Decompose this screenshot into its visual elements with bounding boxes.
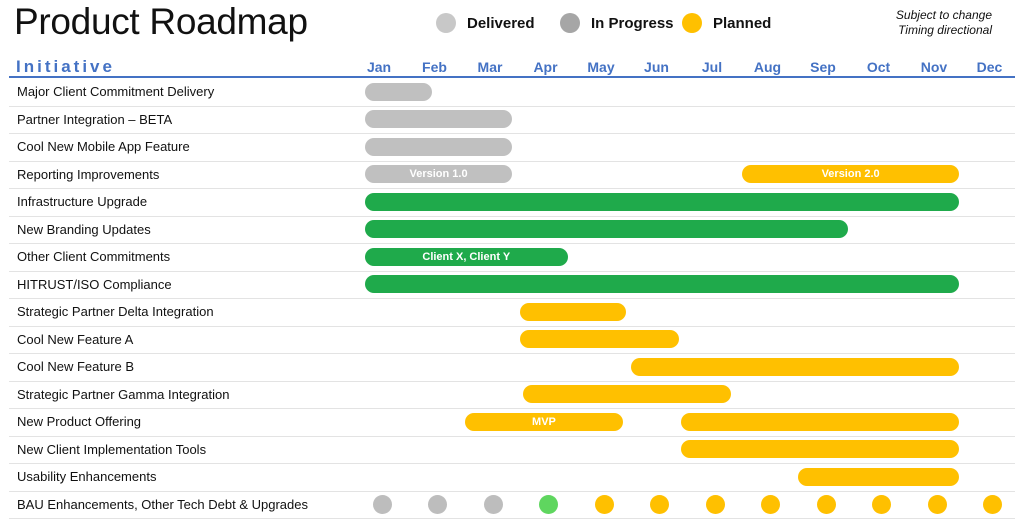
initiative-label: Reporting Improvements [17,166,160,182]
legend-item-in-progress: In Progress [560,11,674,35]
legend-dot-planned [682,13,702,33]
row-divider [9,271,1015,272]
initiative-label: Cool New Mobile App Feature [17,139,190,154]
row-divider [9,408,1015,409]
month-jun: Jun [644,59,669,75]
row-divider [9,326,1015,327]
month-mar: Mar [477,59,503,75]
timeline-bar-planned[interactable] [523,385,732,403]
bau-dot-oct[interactable] [872,494,891,514]
timeline-bar-active[interactable] [365,220,848,238]
timeline-bar-planned[interactable] [681,412,959,431]
row-divider [9,161,1015,162]
bau-dot-aug[interactable] [761,494,780,514]
timeline-bar-planned[interactable] [797,467,959,486]
month-may: May [587,59,615,75]
note-line: Subject to change [895,8,992,22]
row-divider [9,298,1015,299]
row-divider [9,216,1015,217]
month-nov: Nov [920,59,948,75]
bau-dot-jul[interactable] [705,494,725,514]
bau-dot-nov[interactable] [927,494,947,514]
timeline-bar-planned[interactable] [520,302,626,321]
initiative-label: Major Client Commitment Delivery [17,84,215,99]
month-feb: Feb [422,59,447,75]
row-divider [9,133,1015,134]
timeline-bar-planned[interactable]: MVP [464,412,624,431]
initiative-label: Cool New Feature A [17,331,134,347]
legend: Delivered In Progress Planned [436,11,776,35]
row-divider [9,381,1015,382]
initiative-label: New Branding Updates [17,221,151,237]
initiative-label: New Client Implementation Tools [17,441,207,457]
row-divider [9,463,1015,464]
initiative-label: Strategic Partner Delta Integration [17,304,214,319]
timeline-bar-delivered[interactable] [365,82,432,101]
timeline-bar-planned[interactable]: Version 2.0 [742,165,959,183]
legend-label: In Progress [591,14,674,32]
initiative-label: New Product Offering [17,414,142,429]
bau-dot-apr[interactable] [539,494,558,514]
timeline-bar-active[interactable]: Client X, Client Y [365,247,568,266]
initiative-header: Initiative [16,57,115,76]
row-divider [9,243,1015,244]
row-divider [9,353,1015,354]
month-dec: Dec [976,59,1003,75]
initiative-label: Usability Enhancements [17,469,157,484]
timeline-bar-active[interactable] [365,192,959,211]
initiative-label: Partner Integration – BETA [17,111,173,127]
row-divider [9,106,1015,107]
disclaimer-note: Subject to change Timing directional [896,8,992,38]
timeline-bar-delivered[interactable]: Version 1.0 [365,165,513,183]
note-line: Timing directional [898,23,992,37]
bau-dot-sep[interactable] [816,494,836,514]
timeline-bar-planned[interactable] [520,330,679,348]
bau-dot-dec[interactable] [983,494,1002,514]
month-jan: Jan [366,59,392,75]
bau-dot-feb[interactable] [428,494,447,514]
row-divider [9,188,1015,189]
header-divider [9,76,1015,78]
month-jul: Jul [701,59,723,75]
timeline-bar-active[interactable] [365,275,959,293]
legend-dot-in-progress [560,13,580,33]
row-divider [9,518,1015,519]
bau-dot-may[interactable] [594,494,614,514]
legend-item-planned: Planned [682,11,771,35]
month-sep: Sep [810,59,836,75]
month-aug: Aug [753,59,782,75]
row-divider [9,491,1015,492]
legend-dot-delivered [436,13,456,33]
initiative-label: BAU Enhancements, Other Tech Debt & Upgr… [17,496,308,512]
timeline-bar-delivered[interactable] [365,137,513,156]
initiative-label: Strategic Partner Gamma Integration [17,386,230,402]
bau-dot-jun[interactable] [650,494,669,514]
legend-label: Planned [713,14,772,32]
month-oct: Oct [866,59,891,75]
page-title: Product Roadmap [14,1,308,42]
bau-dot-jan[interactable] [372,494,392,514]
initiative-label: Infrastructure Upgrade [17,194,148,209]
initiative-label: HITRUST/ISO Compliance [17,276,172,292]
bau-dot-mar[interactable] [483,494,503,514]
timeline-bar-planned[interactable] [681,440,959,458]
initiative-label: Cool New Feature B [17,359,135,374]
timeline-bar-planned[interactable] [631,357,959,376]
row-divider [9,436,1015,437]
month-apr: Apr [533,59,558,75]
legend-item-delivered: Delivered [436,11,535,35]
initiative-label: Other Client Commitments [17,249,171,264]
timeline-bar-delivered[interactable] [365,110,513,128]
legend-label: Delivered [467,14,535,32]
